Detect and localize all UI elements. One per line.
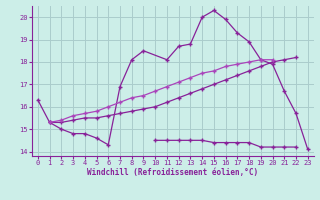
X-axis label: Windchill (Refroidissement éolien,°C): Windchill (Refroidissement éolien,°C): [87, 168, 258, 177]
